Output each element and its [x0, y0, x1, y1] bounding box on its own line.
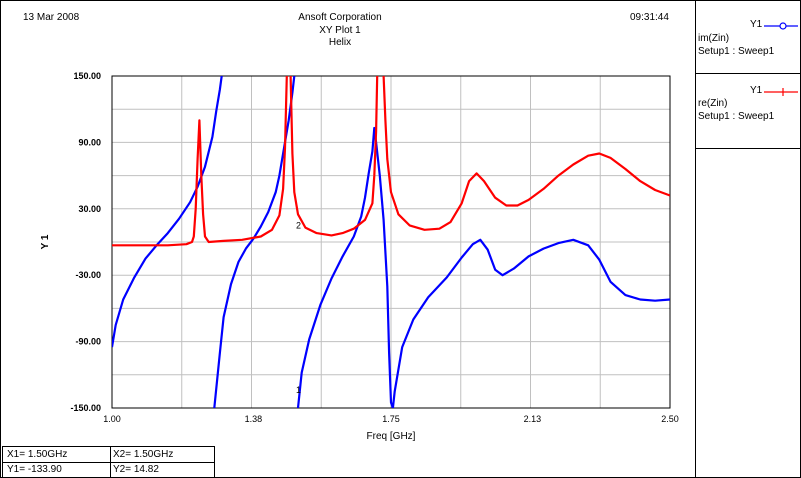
- series-line: [112, 76, 223, 348]
- series-line: [382, 76, 670, 231]
- x-tick-label: 1.75: [382, 414, 400, 424]
- report-date: 13 Mar 2008: [23, 12, 80, 23]
- legend-separator: [695, 148, 801, 149]
- plus-icon: [764, 88, 798, 96]
- marker-1-label: 1: [296, 385, 301, 395]
- table-divider: [3, 462, 214, 463]
- legend-setup: Setup1 : Sweep1: [698, 111, 775, 122]
- report-time: 09:31:44: [630, 12, 669, 23]
- y-tick-label: -150.00: [70, 403, 101, 413]
- x-tick-label: 2.13: [524, 414, 542, 424]
- marker-x1: X1= 1.50GHz: [7, 449, 68, 460]
- legend-separator: [695, 73, 801, 74]
- axes: 150.00 90.00 30.00 -30.00 -90.00 -150.001.00 1…: [40, 71, 679, 442]
- grid: [111, 75, 671, 409]
- y-tick-label: 150.00: [73, 71, 101, 81]
- series-line: [112, 76, 288, 247]
- circle-icon: [764, 22, 798, 30]
- company-name: Ansoft Corporation: [298, 12, 382, 23]
- x-tick-label: 1.00: [103, 414, 121, 424]
- series-layer: [112, 76, 670, 408]
- legend-trace-label: Y1: [750, 19, 763, 30]
- plot-border: [111, 75, 671, 409]
- y-tick-label: -30.00: [75, 270, 101, 280]
- legend-series-name: re(Zin): [698, 98, 728, 109]
- marker-labels: 12: [296, 221, 301, 396]
- marker-y1: Y1= -133.90: [7, 464, 62, 475]
- series-line: [296, 126, 670, 408]
- series-re-zin: [112, 76, 670, 247]
- legend-trace-label: Y1: [750, 85, 763, 96]
- marker-2-label: 2: [296, 221, 301, 231]
- y-tick-label: 90.00: [78, 137, 101, 147]
- marker-readout-table: X1= 1.50GHz Y1= -133.90 X2= 1.50GHz Y2= …: [2, 446, 215, 478]
- plot-subtitle: Helix: [328, 37, 352, 48]
- marker-x2: X2= 1.50GHz: [113, 449, 174, 460]
- legend-series-name: im(Zin): [698, 33, 730, 44]
- y-tick-label: -90.00: [75, 337, 101, 347]
- y-axis-label: Y 1: [40, 234, 51, 249]
- x-axis-label: Freq [GHz]: [367, 431, 416, 442]
- plot-title: XY Plot 1: [319, 25, 361, 36]
- marker-y2: Y2= 14.82: [113, 464, 159, 475]
- legend-setup: Setup1 : Sweep1: [698, 46, 775, 57]
- series-line: [289, 76, 379, 237]
- x-tick-label: 1.38: [245, 414, 263, 424]
- x-tick-label: 2.50: [661, 414, 679, 424]
- xy-plot-area[interactable]: 150.00 90.00 30.00 -30.00 -90.00 -150.001.00 1…: [0, 0, 695, 446]
- legend-panel-divider: [695, 0, 696, 478]
- y-tick-label: 30.00: [78, 204, 101, 214]
